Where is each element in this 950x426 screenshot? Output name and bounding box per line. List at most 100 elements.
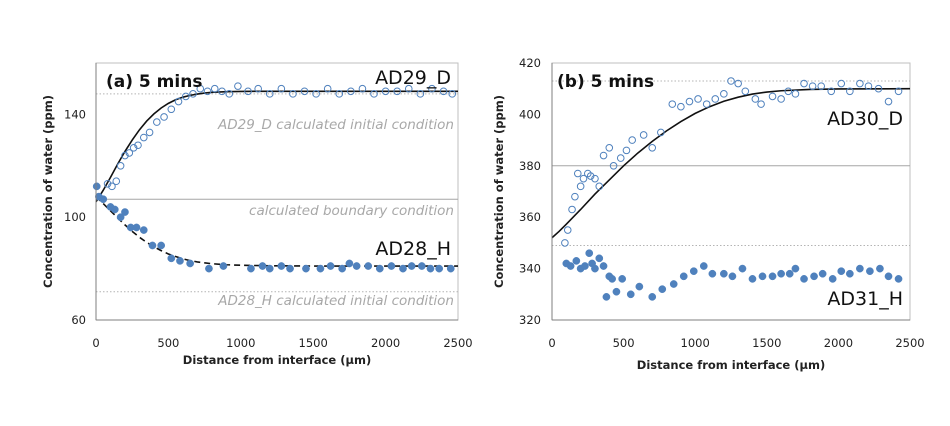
panel-b-x-tick: 1500	[752, 336, 781, 350]
data-point-ad30-d	[668, 100, 677, 108]
panel-b-plot-frame	[551, 62, 911, 321]
data-point-ad31-h	[846, 269, 854, 278]
data-point-ad29-d	[145, 128, 154, 137]
data-point-ad30-d	[694, 95, 702, 103]
data-point-ad29-d	[196, 84, 205, 93]
data-point-ad31-h	[635, 282, 644, 291]
data-point-ad31-h	[658, 285, 667, 294]
data-point-ad31-h	[566, 262, 575, 270]
data-point-ad31-h	[648, 293, 657, 301]
data-point-ad29-d	[160, 113, 168, 121]
data-point-ad30-d	[727, 77, 735, 85]
data-point-ad29-d	[174, 97, 183, 106]
data-point-ad28-h	[186, 259, 194, 268]
data-point-ad30-d	[702, 100, 711, 108]
panel-a-series-label-ad29: AD29_D	[375, 67, 451, 89]
panel-b-x-tick: 1000	[681, 336, 710, 350]
data-point-ad30-d	[784, 87, 793, 96]
data-point-ad31-h	[777, 269, 785, 278]
data-point-ad30-d	[791, 90, 800, 98]
panel-b-y-axis-label: Concentration of water (ppm)	[492, 95, 506, 288]
data-point-ad31-h	[591, 264, 599, 273]
data-point-ad30-d	[579, 174, 588, 183]
data-point-ad29-d	[448, 90, 457, 98]
data-point-ad31-h	[595, 254, 604, 263]
data-point-ad30-d	[561, 239, 569, 247]
data-point-ad31-h	[856, 264, 864, 273]
data-point-ad30-d	[846, 87, 854, 96]
panel-b-x-tick: 2500	[895, 336, 924, 350]
data-point-ad30-d	[800, 79, 808, 88]
data-point-ad31-h	[894, 275, 903, 283]
data-point-ad30-d	[777, 95, 785, 103]
data-point-ad31-h	[599, 262, 608, 270]
data-point-ad30-d	[894, 87, 903, 96]
data-point-ad30-d	[563, 226, 572, 234]
data-point-ad28-h	[426, 264, 435, 273]
panel-a-y-ticks: 60 100 140	[64, 107, 86, 327]
panel-b-reference-lines	[552, 80, 910, 246]
data-point-ad31-h	[581, 262, 589, 270]
data-point-ad29-d	[121, 151, 129, 160]
panel-a-x-tick: 2500	[443, 336, 472, 350]
data-point-ad29-d	[289, 90, 297, 98]
data-point-ad29-d	[153, 118, 161, 126]
panel-a-annotation-boundary: calculated boundary condition	[249, 203, 454, 219]
data-point-ad31-h	[585, 249, 594, 258]
data-point-ad28-h	[265, 264, 274, 273]
panel-b-y-tick: 320	[519, 313, 541, 327]
data-point-ad29-d	[181, 92, 190, 101]
data-point-ad29-d	[203, 87, 212, 96]
panel-a-annotation-lines	[96, 93, 458, 293]
data-point-ad29-d	[129, 144, 138, 152]
data-point-ad29-d	[167, 105, 176, 114]
data-point-ad31-h	[679, 272, 688, 281]
panel-a-x-axis-label: Distance from interface (µm)	[183, 353, 371, 367]
panel-a-x-tick: 1000	[226, 336, 255, 350]
data-point-ad29-d	[234, 82, 242, 90]
panel-a-title: (a) 5 mins	[106, 72, 202, 92]
data-point-ad30-d	[616, 154, 625, 162]
data-point-ad29-d	[323, 84, 332, 93]
data-point-ad31-h	[791, 264, 800, 273]
panel-a-x-ticks: 0 500 1000 1500 2000 2500	[92, 336, 472, 350]
data-point-ad28-h	[247, 264, 255, 273]
data-point-ad30-d	[757, 100, 765, 108]
data-point-ad31-h	[572, 257, 581, 265]
data-point-ad28-h	[157, 241, 166, 250]
data-point-ad29-d	[116, 162, 125, 170]
panel-b-y-tick: 400	[519, 107, 541, 121]
fit-curve-ad29-d	[95, 90, 458, 203]
data-point-ad30-d	[599, 151, 608, 160]
data-point-ad28-h	[375, 264, 384, 273]
data-point-ad28-h	[110, 205, 119, 214]
data-point-ad30-d	[639, 131, 648, 139]
data-point-ad30-d	[576, 182, 585, 191]
data-point-ad29-d	[370, 90, 378, 98]
panel-b-x-tick: 500	[613, 336, 635, 350]
data-point-ad30-d	[734, 79, 742, 88]
data-point-ad31-h	[612, 287, 621, 296]
data-point-ad30-d	[864, 82, 873, 90]
data-point-ad30-d	[884, 97, 893, 106]
data-point-ad28-h	[176, 257, 184, 265]
data-point-ad30-d	[586, 172, 595, 180]
data-point-ad29-d	[225, 90, 234, 98]
data-point-ad28-h	[399, 264, 407, 273]
data-point-ad30-d	[573, 169, 582, 178]
data-point-ad30-d	[605, 144, 614, 152]
data-point-ad29-d	[358, 84, 367, 93]
data-point-ad31-h	[828, 275, 837, 283]
data-point-ad29-d	[312, 90, 320, 98]
data-point-ad31-h	[626, 290, 635, 299]
data-point-ad28-h	[364, 262, 373, 270]
data-point-ad29-d	[103, 179, 112, 188]
data-point-ad31-h	[699, 262, 708, 270]
data-point-ad30-d	[751, 95, 760, 103]
data-point-ad29-d	[125, 149, 134, 157]
panel-b-y-tick: 340	[519, 262, 541, 276]
data-point-ad29-d	[254, 84, 262, 93]
data-point-ad28-h	[92, 182, 101, 191]
data-point-ad30-d	[568, 205, 576, 214]
